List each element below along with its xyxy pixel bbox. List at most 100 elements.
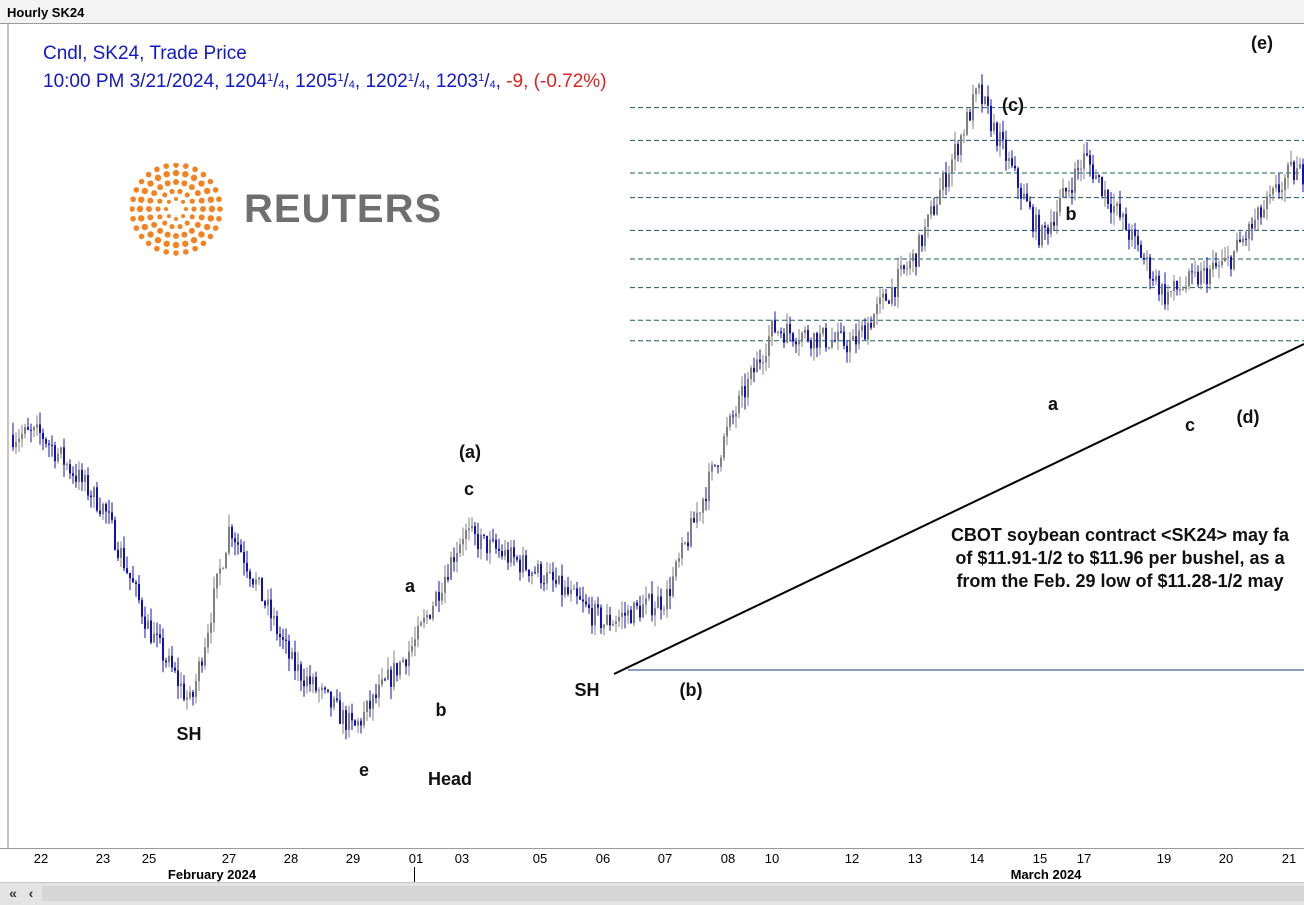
candle-body xyxy=(1212,262,1214,270)
logo-dot xyxy=(169,223,175,230)
candle-body xyxy=(279,633,281,638)
candle-body xyxy=(537,563,539,574)
candle-body xyxy=(762,362,764,364)
candle-body xyxy=(414,639,416,647)
candle-body xyxy=(849,340,851,353)
candle-body xyxy=(951,159,953,174)
candle-body xyxy=(1002,131,1004,140)
candle-body xyxy=(735,413,737,417)
candle-body xyxy=(768,336,770,357)
candles xyxy=(12,74,1304,740)
logo-dot xyxy=(194,190,201,197)
logo-dot xyxy=(212,187,219,193)
candle-body xyxy=(915,253,917,267)
logo-dot xyxy=(184,192,190,198)
logo-dot xyxy=(138,215,145,222)
candle-body xyxy=(1164,284,1166,305)
candle-body xyxy=(903,265,905,270)
candle-body xyxy=(330,691,332,708)
x-tick: 07 xyxy=(657,851,673,866)
logo-dot xyxy=(192,166,198,173)
legend-change: -9, xyxy=(506,71,529,92)
candle-body xyxy=(729,415,731,427)
window-title: Hourly SK24 xyxy=(7,5,85,20)
candle-body xyxy=(264,601,266,606)
candle-body xyxy=(174,667,176,671)
candle-body xyxy=(726,426,728,437)
candle-body xyxy=(591,608,593,626)
candle-body xyxy=(282,637,284,640)
candle-body xyxy=(576,588,578,597)
candle-body xyxy=(126,568,128,573)
candle-body xyxy=(114,519,116,550)
candle-body xyxy=(1101,176,1103,197)
candle-body xyxy=(1170,291,1172,293)
candle-body xyxy=(708,471,710,502)
candle-body xyxy=(858,330,860,345)
logo-dot xyxy=(203,223,211,231)
candle-body xyxy=(909,261,911,269)
candle-body xyxy=(1296,168,1298,180)
candle-body xyxy=(681,542,683,559)
candle-body xyxy=(1188,271,1190,287)
candle-body xyxy=(1230,256,1232,270)
candle-body xyxy=(1275,184,1277,189)
candle-body xyxy=(1215,262,1217,267)
candle-body xyxy=(1128,230,1130,240)
candle-body xyxy=(1245,238,1247,240)
candle-body xyxy=(1146,257,1148,260)
candle-body xyxy=(261,577,263,602)
candle-body xyxy=(312,676,314,685)
candle-body xyxy=(1236,239,1238,251)
legend-line2: 10:00 PM 3/21/2024, 12041/4, 12051/4, 12… xyxy=(43,66,607,98)
candle-body xyxy=(378,684,380,698)
logo-dot xyxy=(147,180,154,187)
candle-body xyxy=(1224,257,1226,262)
candle-body xyxy=(1287,164,1289,178)
candle-body xyxy=(822,327,824,334)
logo-dot xyxy=(145,240,152,247)
candle-body xyxy=(882,293,884,298)
scroll-start-button[interactable]: « xyxy=(9,885,17,901)
candle-body xyxy=(168,655,170,663)
candle-body xyxy=(42,432,44,440)
chart-scrollbar[interactable]: « ‹ xyxy=(0,882,1304,905)
candle-body xyxy=(765,356,767,363)
logo-dot xyxy=(151,221,158,228)
reuters-wordmark: REUTERS xyxy=(244,187,443,231)
x-tick: 27 xyxy=(221,851,237,866)
candle-body xyxy=(588,604,590,609)
candle-body xyxy=(519,559,521,573)
candle-body xyxy=(732,415,734,417)
candle-body xyxy=(600,607,602,629)
candle-body xyxy=(843,331,845,346)
candle-body xyxy=(297,664,299,671)
analysis-annotation: CBOT soybean contract <SK24> may fa of $… xyxy=(920,524,1304,593)
candle-body xyxy=(222,568,224,570)
x-tick: 25 xyxy=(141,851,157,866)
candle-body xyxy=(984,96,986,104)
candle-body xyxy=(102,504,104,515)
logo-dot xyxy=(198,231,205,238)
logo-dot xyxy=(173,233,179,239)
candle-body xyxy=(465,530,467,540)
logo-dot xyxy=(190,174,198,182)
candle-body xyxy=(234,538,236,543)
scroll-left-button[interactable]: ‹ xyxy=(28,885,34,901)
candle-body xyxy=(981,84,983,104)
candle-body xyxy=(258,577,260,580)
candle-body xyxy=(705,499,707,502)
candle-body xyxy=(516,557,518,560)
candle-body xyxy=(399,662,401,676)
candle-body xyxy=(309,676,311,685)
logo-dot xyxy=(155,206,161,212)
legend-line1: Cndl, SK24, Trade Price xyxy=(43,43,247,64)
candle-body xyxy=(1227,256,1229,258)
candle-body xyxy=(531,572,533,577)
candle-body xyxy=(957,144,959,156)
candle-body xyxy=(840,331,842,333)
candle-body xyxy=(669,589,671,596)
candle-body xyxy=(249,571,251,579)
logo-dot xyxy=(173,179,179,185)
scroll-track[interactable] xyxy=(42,886,1304,901)
